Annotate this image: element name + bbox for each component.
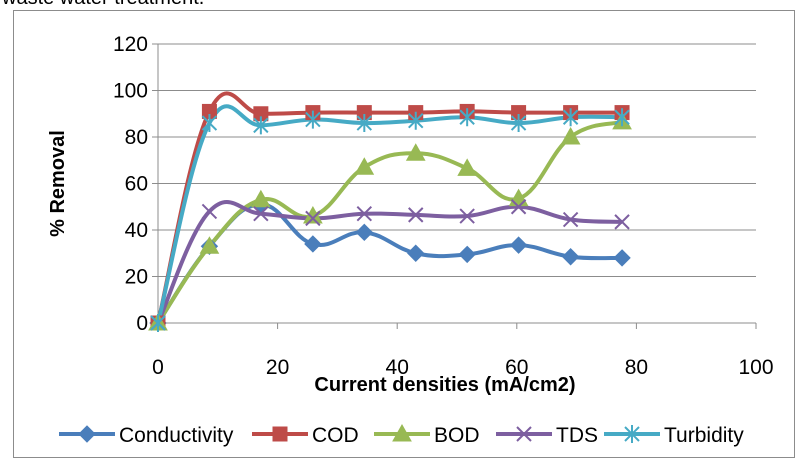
- series-line-tds: [156, 199, 623, 324]
- legend-swatch-marker: [78, 425, 96, 443]
- data-point-tds: [201, 203, 218, 220]
- data-point-conductivity: [561, 248, 580, 266]
- y-tick-label: 80: [125, 126, 148, 149]
- x-tick-label: 40: [386, 356, 409, 379]
- legend-swatch-marker: [392, 423, 412, 442]
- y-tick-label: 100: [113, 80, 148, 103]
- legend-label: Conductivity: [119, 424, 234, 447]
- x-tick-label: 0: [152, 356, 164, 379]
- y-tick-label: 0: [136, 312, 148, 335]
- legend-label: Turbidity: [664, 424, 744, 447]
- data-point-turbidity: [253, 116, 269, 135]
- data-point-tds: [562, 211, 579, 228]
- data-point-tds: [356, 206, 373, 222]
- data-point-conductivity: [407, 244, 425, 262]
- x-tick-label: 60: [505, 356, 528, 379]
- legend-item-turbidity: Turbidity: [604, 424, 744, 447]
- legend-swatch-marker: [272, 426, 288, 442]
- data-point-conductivity: [355, 223, 374, 242]
- tick-labels: 0 20 40 60 80 100 120 0 20 40 60 80 100: [113, 33, 774, 379]
- axes: [152, 43, 757, 329]
- data-point-turbidity: [614, 108, 630, 127]
- line-chart: 0 20 40 60 80 100 120 0 20 40 60 80 100 % Removal Cu…: [47, 33, 774, 447]
- data-point-turbidity: [201, 114, 218, 133]
- y-tick-label: 40: [125, 219, 148, 242]
- y-axis-title: % Removal: [47, 130, 69, 237]
- x-tick-label: 20: [266, 356, 289, 379]
- legend-swatch-marker: [624, 425, 640, 443]
- data-point-tds: [459, 208, 475, 224]
- chart-frame: 0 20 40 60 80 100 120 0 20 40 60 80 100 % Removal Cu…: [13, 10, 795, 458]
- legend-label: COD: [312, 424, 359, 447]
- series-line-cod: [156, 91, 623, 324]
- data-point-turbidity: [150, 314, 166, 332]
- data-point-conductivity: [613, 249, 631, 267]
- data-point-conductivity: [509, 236, 528, 254]
- data-point-bod: [354, 157, 375, 175]
- legend-item-tds: TDS: [496, 424, 598, 447]
- data-point-tds: [408, 207, 424, 223]
- x-axis-title: Current densities (mA/cm2): [314, 374, 575, 396]
- legend-item-conductivity: Conductivity: [59, 424, 234, 447]
- series-lines: [156, 91, 623, 325]
- data-point-conductivity: [458, 245, 476, 264]
- legend-swatch-marker: [516, 426, 532, 442]
- data-point-bod: [199, 236, 220, 254]
- data-point-conductivity: [304, 235, 322, 253]
- legend-label: TDS: [556, 424, 598, 447]
- legend-label: BOD: [434, 424, 480, 447]
- legend-item-bod: BOD: [374, 423, 480, 447]
- y-tick-label: 60: [125, 173, 148, 196]
- x-tick-label: 100: [738, 356, 773, 379]
- series-line-bod: [156, 119, 623, 325]
- legend: Conductivity COD BOD TDS Turbidity: [59, 423, 744, 447]
- gridlines: [158, 43, 756, 277]
- data-point-turbidity: [510, 114, 527, 133]
- data-point-turbidity: [305, 110, 321, 129]
- data-point-turbidity: [356, 114, 373, 133]
- series-markers: [148, 103, 632, 332]
- data-point-turbidity: [562, 108, 579, 127]
- data-point-tds: [614, 214, 630, 230]
- y-tick-label: 120: [113, 33, 148, 56]
- data-point-bod: [251, 189, 271, 208]
- data-point-turbidity: [459, 108, 475, 127]
- legend-item-cod: COD: [252, 424, 359, 447]
- data-point-bod: [457, 158, 478, 176]
- data-point-turbidity: [408, 111, 424, 130]
- data-point-tds: [253, 206, 269, 222]
- data-point-bod: [560, 126, 581, 145]
- data-point-tds: [510, 199, 527, 215]
- y-tick-label: 20: [125, 266, 148, 289]
- data-point-tds: [305, 210, 321, 227]
- data-point-bod: [405, 143, 426, 161]
- x-tick-label: 80: [625, 356, 648, 379]
- caption-fragment: waste water treatment.: [2, 0, 204, 10]
